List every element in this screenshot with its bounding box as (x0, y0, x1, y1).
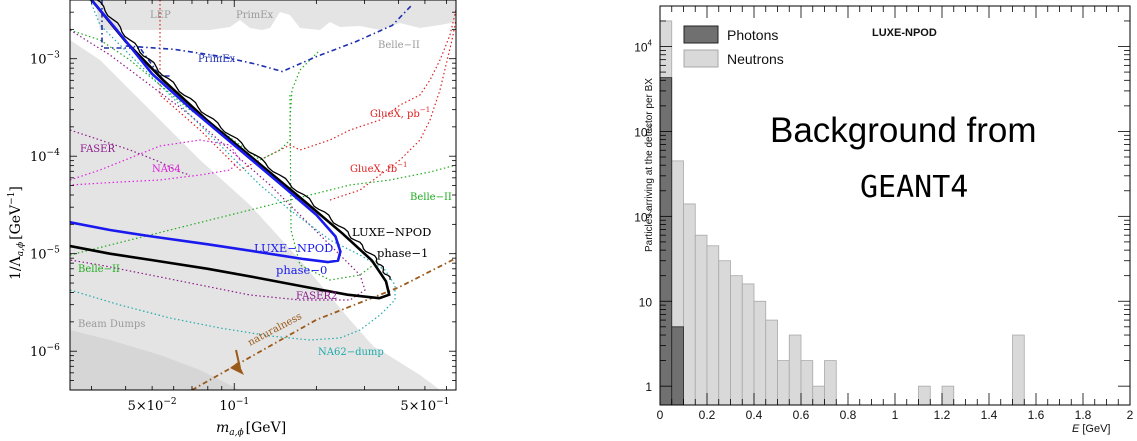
na62-dump-contour (70, 0, 396, 341)
label-primex: PrimEx (198, 54, 235, 65)
na64-contour (70, 139, 241, 186)
label-faser2: FASER2 (296, 291, 337, 302)
label-na64: NA64 (152, 164, 181, 175)
legend-label-photons: Photons (727, 27, 778, 43)
histogram-bar-neutrons (918, 385, 931, 406)
legend-swatch-photons (683, 25, 719, 44)
histogram-bar-neutrons (777, 360, 790, 406)
label-gluex-fb: GlueX, fb−1 (350, 161, 407, 175)
right-axis-ticks: 0 0.2 0.4 0.6 0.8 1 1.2 1.4 1.6 1.8 2 1 10 102 103 104 (634, 5, 1134, 422)
beam-dumps-region-right (300, 310, 440, 390)
x-tick-label: 0.4 (746, 408, 763, 422)
naturalness-arrow (230, 362, 244, 375)
label-na62-dump: NA62−dump (318, 347, 384, 358)
right-y-axis-title: Particles arriving at the detector per B… (644, 78, 655, 252)
histogram-bar-photons (659, 77, 673, 406)
beam-dumps-region-lower (70, 330, 240, 390)
beam-dumps-region (70, 40, 420, 390)
x-tick-label: 0.6 (793, 408, 810, 422)
y-tick-label: 104 (634, 39, 652, 55)
lep-exclusion-region (95, 0, 456, 30)
right-x-axis-title: E [GeV] (1072, 423, 1110, 435)
histogram-legend: Photons Neutrons (683, 25, 784, 68)
x-tick-label: 0.2 (699, 408, 716, 422)
x-tick-label: 1.8 (1075, 408, 1092, 422)
belle-II-green-lower-contour (70, 164, 456, 256)
x-tick-label: 5×10−2 (128, 397, 177, 414)
histogram-bar-neutrons (694, 234, 708, 406)
histogram-bar-neutrons (812, 385, 825, 406)
histogram-bar-photons (671, 326, 684, 406)
label-lep: LEP (150, 10, 171, 21)
y-tick-label: 10 (639, 295, 653, 309)
y-tick-label: 1 (645, 380, 652, 394)
histogram-bar-neutrons (824, 360, 837, 406)
left-axis-ticks: 10−6 10−5 10−4 10−3 5×10−2 10−1 5×10−1 (30, 0, 456, 414)
left-y-axis-title: 1/Λa,ϕ[GeV−1] (7, 186, 26, 280)
y-tick-label: 103 (634, 123, 652, 139)
faser2-contour (70, 29, 366, 301)
belle-II-green-loop (289, 94, 381, 281)
annotation-geant4: GEANT4 (860, 170, 968, 205)
histogram-bar-neutrons (941, 385, 955, 406)
x-tick-label: 1.2 (934, 408, 951, 422)
label-faser: FASER (80, 144, 115, 155)
histogram-bar-neutrons (788, 334, 802, 406)
histogram-bar-neutrons (753, 300, 767, 406)
label-phase1: phase−1 (377, 246, 428, 260)
histogram-bar-neutrons (1012, 334, 1025, 406)
legend-swatch-neutrons (683, 49, 719, 68)
naturalness-arrow-shaft (235, 349, 241, 369)
x-tick-label: 0 (657, 408, 664, 422)
luxe-npod-phase0-contour (70, 0, 342, 264)
histogram-bar-neutrons (683, 203, 696, 406)
y-tick-label: 10−5 (30, 246, 60, 263)
x-tick-label: 2 (1127, 408, 1134, 422)
histogram-bar-neutrons (706, 245, 720, 406)
x-tick-label: 0.8 (840, 408, 857, 422)
belle-II-green-upper-contour (70, 29, 321, 161)
y-tick-label: 102 (634, 208, 652, 224)
histogram-bar-neutrons (730, 275, 743, 406)
x-tick-label: 5×10−1 (400, 397, 449, 414)
histogram-bar-neutrons (741, 283, 755, 406)
luxe-npod-phase1-contour (70, 0, 391, 300)
y-tick-label: 10−6 (30, 343, 60, 360)
label-phase0: phase−0 (276, 263, 327, 277)
histogram-bar-neutrons (765, 319, 778, 406)
label-belle-ii-green-right: Belle−II (410, 192, 452, 203)
x-tick-label: 1.6 (1028, 408, 1045, 422)
label-luxe-npod-black: LUXE−NPOD (352, 225, 431, 239)
primEx-contour (125, 3, 413, 73)
left-x-axis-title: ma,ϕ [GeV] (216, 420, 286, 438)
x-tick-label: 1.4 (981, 408, 998, 422)
y-tick-label: 10−3 (30, 51, 60, 68)
histogram-title: LUXE-NPOD (872, 27, 937, 39)
label-beam-dumps: Beam Dumps (78, 319, 145, 330)
right-plot: 0 0.2 0.4 0.6 0.8 1 1.2 1.4 1.6 1.8 2110102103104 … (634, 5, 1134, 435)
histogram-bars (659, 20, 1025, 406)
label-gluex-pb: GlueX, pb−1 (370, 106, 430, 120)
histogram-bar-neutrons (800, 360, 814, 406)
x-tick-label: 1 (892, 408, 899, 422)
x-tick-label: 10−1 (219, 397, 249, 414)
label-luxe-npod-blue: LUXE−NPOD (254, 241, 333, 255)
label-belle-ii-gray: Belle−II (378, 40, 420, 51)
label-belle-ii-green-left: Belle−II (78, 264, 120, 275)
histogram-bar-neutrons (718, 260, 731, 406)
legend-label-neutrons: Neutrons (727, 51, 784, 67)
label-primex-gray: PrimEx (236, 10, 273, 21)
annotation-background-from: Background from (770, 111, 1037, 150)
left-plot: 10−6 10−5 10−4 10−3 5×10−2 10−1 5×10−1 LEP Pri… (7, 0, 457, 438)
phase1-sleeve-line (96, 0, 391, 280)
y-tick-label: 10−4 (30, 148, 60, 165)
naturalness-line (191, 257, 456, 390)
